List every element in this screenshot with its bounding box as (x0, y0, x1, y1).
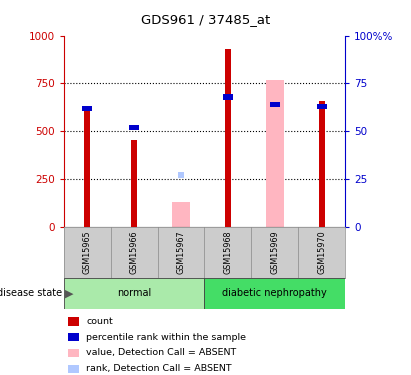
Bar (178, 172, 184, 178)
Text: percentile rank within the sample: percentile rank within the sample (86, 333, 246, 342)
Text: GSM15966: GSM15966 (129, 230, 139, 274)
Text: ▶: ▶ (65, 288, 73, 298)
Text: normal: normal (117, 288, 151, 298)
Bar (84, 108, 90, 227)
Bar (64, 278, 205, 309)
Bar (266, 80, 284, 227)
Bar (270, 102, 280, 107)
Text: diabetic nephropathy: diabetic nephropathy (222, 288, 327, 298)
Text: GSM15969: GSM15969 (270, 230, 279, 274)
Text: GSM15965: GSM15965 (83, 230, 92, 274)
Text: GDS961 / 37485_at: GDS961 / 37485_at (141, 13, 270, 26)
Bar (225, 49, 231, 227)
Text: GSM15967: GSM15967 (176, 230, 185, 274)
Bar (129, 125, 139, 130)
Text: value, Detection Call = ABSENT: value, Detection Call = ABSENT (86, 348, 237, 357)
Bar (223, 94, 233, 99)
Bar (82, 106, 92, 111)
Bar (205, 278, 345, 309)
Bar (131, 140, 137, 227)
Bar (172, 202, 190, 227)
Bar (317, 104, 327, 109)
Text: GSM15970: GSM15970 (317, 230, 326, 274)
Text: GSM15968: GSM15968 (224, 230, 233, 274)
Text: disease state: disease state (0, 288, 62, 298)
Text: count: count (86, 317, 113, 326)
Text: rank, Detection Call = ABSENT: rank, Detection Call = ABSENT (86, 364, 232, 373)
Bar (319, 100, 325, 227)
